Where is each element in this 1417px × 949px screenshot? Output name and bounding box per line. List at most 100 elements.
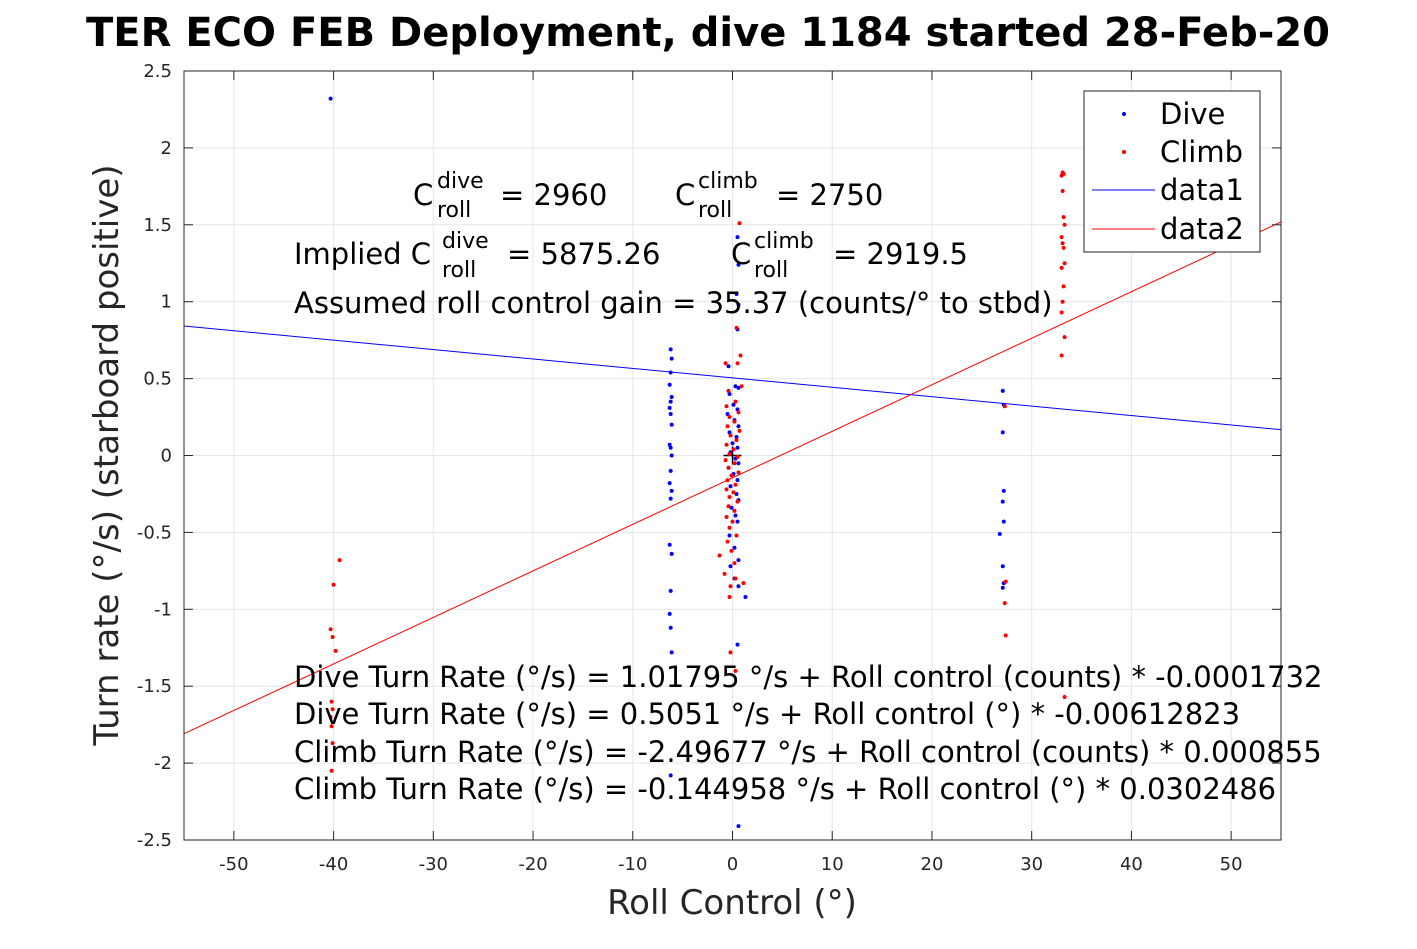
dive-point bbox=[667, 442, 672, 447]
climb-point bbox=[732, 419, 737, 424]
climb-point bbox=[734, 438, 739, 443]
c-dive-value: = 2960 bbox=[500, 178, 607, 212]
legend-box bbox=[1083, 90, 1261, 253]
dive-point bbox=[668, 773, 673, 778]
climb-point bbox=[728, 433, 733, 438]
climb-point bbox=[735, 499, 740, 504]
climb-point bbox=[727, 451, 732, 456]
c-climb-base: C bbox=[675, 178, 695, 212]
dive-point bbox=[736, 424, 741, 429]
x-tick-label: 0 bbox=[727, 854, 738, 875]
dive-point bbox=[731, 402, 736, 407]
climb-point bbox=[337, 558, 342, 563]
legend-climb-label: Climb bbox=[1160, 135, 1243, 169]
y-axis-label: Turn rate (°/s) (starboard positive) bbox=[87, 164, 127, 746]
climb-point bbox=[1059, 353, 1064, 358]
climb-point bbox=[1061, 245, 1066, 250]
climb-point bbox=[725, 478, 730, 483]
climb-point bbox=[331, 582, 336, 587]
annotation-implied-climb: C climb roll = 2919.5 bbox=[731, 229, 968, 283]
equation-dive-counts: Dive Turn Rate (°/s) = 1.01795 °/s + Rol… bbox=[294, 660, 1322, 694]
climb-point bbox=[723, 458, 728, 463]
climb-point bbox=[1062, 335, 1067, 340]
dive-point bbox=[727, 391, 732, 396]
c-dive-base: C bbox=[413, 178, 433, 212]
dive-point bbox=[1001, 488, 1006, 493]
dive-point bbox=[668, 588, 673, 593]
climb-point bbox=[1059, 310, 1064, 315]
climb-point bbox=[739, 384, 744, 389]
climb-point bbox=[1061, 215, 1066, 220]
dive-point bbox=[328, 96, 333, 101]
legend: Dive Climb data1 data2 bbox=[1083, 90, 1261, 253]
climb-point bbox=[734, 533, 739, 538]
implied-climb-base: C bbox=[731, 237, 751, 271]
dive-point bbox=[667, 481, 672, 486]
chart-title: TER ECO FEB Deployment, dive 1184 starte… bbox=[86, 10, 1330, 56]
equations: Dive Turn Rate (°/s) = 1.01795 °/s + Rol… bbox=[294, 660, 1322, 806]
climb-point bbox=[330, 741, 335, 746]
climb-point bbox=[730, 519, 735, 524]
climb-point bbox=[736, 410, 741, 415]
climb-point bbox=[1060, 188, 1065, 193]
dive-point bbox=[668, 399, 673, 404]
climb-point bbox=[737, 221, 742, 226]
dive-point bbox=[733, 513, 738, 518]
climb-point bbox=[732, 561, 737, 566]
x-tick-label: 50 bbox=[1220, 854, 1243, 875]
dive-point bbox=[669, 453, 674, 458]
dive-series bbox=[328, 96, 1006, 829]
dive-point bbox=[1000, 585, 1005, 590]
dive-point bbox=[1000, 430, 1005, 435]
climb-point bbox=[738, 353, 743, 358]
climb-point bbox=[328, 714, 333, 719]
climb-point bbox=[731, 490, 736, 495]
climb-point bbox=[724, 442, 729, 447]
climb-point bbox=[727, 495, 732, 500]
climb-point bbox=[333, 648, 338, 653]
climb-point bbox=[1003, 633, 1008, 638]
climb-point bbox=[728, 584, 733, 589]
climb-point bbox=[725, 424, 730, 429]
y-tick-label: -2 bbox=[154, 753, 172, 774]
dive-point bbox=[1000, 499, 1005, 504]
y-tick-label: 0 bbox=[161, 446, 172, 467]
climb-point bbox=[737, 428, 742, 433]
dive-point bbox=[735, 235, 740, 240]
y-tick-label: -1 bbox=[154, 599, 172, 620]
dive-point bbox=[668, 468, 673, 473]
climb-point bbox=[728, 650, 733, 655]
climb-point bbox=[330, 634, 335, 639]
dive-point bbox=[734, 292, 739, 297]
y-tick-label: 2 bbox=[161, 138, 172, 159]
dive-point bbox=[736, 302, 741, 307]
dive-point bbox=[735, 445, 740, 450]
legend-climb-marker bbox=[1122, 150, 1126, 154]
dive-point bbox=[735, 407, 740, 412]
climb-point bbox=[1002, 404, 1007, 409]
dive-point bbox=[730, 441, 735, 446]
dive-point bbox=[669, 551, 674, 556]
climb-point bbox=[725, 539, 730, 544]
implied-climb-value: = 2919.5 bbox=[833, 237, 968, 271]
climb-point bbox=[733, 399, 738, 404]
dive-point bbox=[1000, 388, 1005, 393]
climb-point bbox=[731, 447, 736, 452]
dive-point bbox=[736, 558, 741, 563]
climb-point bbox=[733, 482, 738, 487]
dive-point bbox=[727, 533, 732, 538]
annotation-implied-dive: Implied C dive roll = 5875.26 bbox=[294, 229, 660, 283]
climb-point bbox=[733, 668, 738, 673]
x-tick-label: -50 bbox=[219, 854, 248, 875]
x-axis-label: Roll Control (°) bbox=[607, 883, 857, 923]
dive-point bbox=[735, 519, 740, 524]
dive-point bbox=[735, 642, 740, 647]
climb-point bbox=[329, 724, 334, 729]
dive-point bbox=[736, 584, 741, 589]
climb-point bbox=[722, 571, 727, 576]
dive-point bbox=[669, 395, 674, 400]
climb-point bbox=[726, 465, 731, 470]
climb-point bbox=[329, 768, 334, 773]
x-tick-label: 30 bbox=[1020, 854, 1043, 875]
